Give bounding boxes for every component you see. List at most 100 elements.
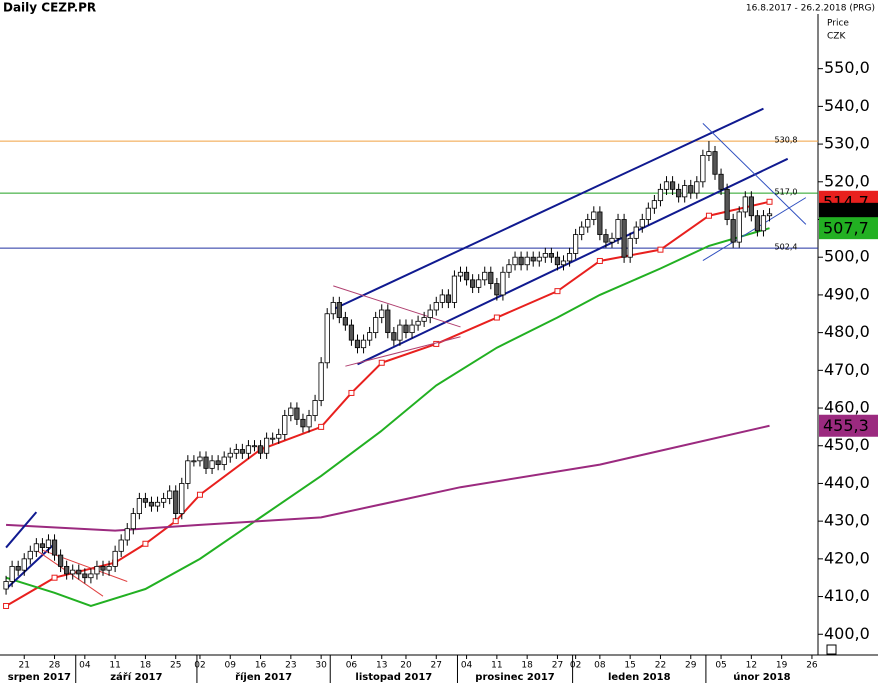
y-tick-label: 460,0 — [824, 398, 870, 417]
candle-body — [142, 498, 149, 503]
candle-body — [651, 200, 658, 209]
candle-body — [645, 207, 651, 220]
candle-body — [191, 460, 197, 463]
candle-body — [185, 460, 191, 484]
price-marker — [819, 414, 878, 437]
month-label: listopad 2017 — [355, 672, 432, 683]
candle-body — [573, 234, 579, 254]
y-axis-unit: CZK — [827, 32, 846, 42]
candle-body — [21, 558, 27, 571]
x-tick-label: 29 — [685, 661, 697, 671]
candle-body — [221, 456, 227, 465]
candle-body — [542, 253, 548, 258]
candle-body — [548, 253, 554, 258]
month-label: leden 2018 — [608, 672, 671, 683]
candle-body — [427, 309, 433, 318]
candle-body — [39, 543, 46, 548]
candle-body — [718, 173, 724, 190]
candle-body — [312, 400, 318, 416]
candle-body — [64, 565, 70, 575]
x-tick-label: 27 — [552, 661, 563, 671]
ma-marker — [378, 359, 385, 366]
y-tick-label: 400,0 — [824, 624, 870, 643]
candle-body — [730, 219, 736, 243]
candle-body — [342, 317, 348, 326]
ma-marker — [142, 540, 149, 547]
ma-marker — [766, 198, 773, 205]
trendline — [36, 549, 104, 597]
candle-body — [766, 213, 773, 217]
ma-marker — [493, 314, 500, 321]
candle-body — [106, 565, 112, 571]
x-tick-label: 04 — [79, 661, 91, 671]
candle-body — [318, 362, 324, 401]
candle-body — [500, 271, 506, 296]
candle-body — [524, 256, 530, 266]
ma-marker — [3, 602, 10, 609]
ma-marker — [172, 518, 179, 525]
chart-title: Daily CEZP.PR — [3, 1, 96, 15]
candle-body — [367, 332, 373, 341]
candle-body — [264, 437, 270, 454]
candle-body — [536, 256, 542, 262]
candle-body — [148, 501, 155, 507]
moving-average — [6, 424, 770, 532]
y-tick-label: 490,0 — [824, 284, 870, 303]
candle-body — [3, 581, 9, 590]
trendline — [333, 285, 461, 328]
candle-body — [512, 256, 518, 266]
ma-marker — [318, 423, 325, 430]
x-tick-label: 28 — [49, 661, 61, 671]
candle-body — [251, 445, 258, 448]
y-tick-label: 520,0 — [824, 171, 870, 190]
candle-body — [663, 181, 670, 190]
x-tick-label: 26 — [806, 661, 818, 671]
candle-body — [530, 256, 536, 262]
candle-body — [451, 275, 458, 303]
ma-marker — [196, 491, 203, 498]
candle-body — [506, 264, 512, 273]
candle-body — [403, 324, 409, 334]
ma-marker — [657, 246, 664, 253]
month-label: říjen 2017 — [235, 671, 292, 683]
candle-body — [76, 569, 82, 575]
candle-body — [51, 539, 58, 556]
candle-body — [560, 260, 567, 266]
x-tick-label: 04 — [461, 661, 473, 671]
x-tick-label: 25 — [170, 661, 181, 671]
candle-body — [603, 234, 609, 243]
x-tick-label: 12 — [746, 661, 757, 671]
month-label: prosinec 2017 — [475, 672, 555, 683]
candle-body — [754, 215, 761, 232]
y-tick-label: 500,0 — [824, 247, 870, 266]
x-tick-label: 19 — [776, 661, 788, 671]
candle-body — [494, 283, 500, 296]
x-tick-label: 23 — [285, 661, 296, 671]
ma-marker — [596, 257, 603, 264]
candle-body — [566, 253, 573, 262]
candle-body — [385, 309, 391, 334]
candle-body — [470, 279, 476, 288]
candle-body — [409, 324, 415, 334]
candle-body — [179, 483, 185, 515]
candle-body — [700, 154, 706, 183]
x-tick-label: 05 — [715, 661, 726, 671]
candle-body — [554, 256, 561, 266]
moving-average — [5, 227, 770, 608]
x-tick-label: 27 — [431, 661, 442, 671]
candle-body — [9, 565, 15, 582]
candle-body — [82, 573, 88, 579]
candle-body — [621, 219, 627, 258]
candle-body — [15, 565, 21, 571]
candle-body — [306, 415, 312, 428]
candle-body — [124, 528, 130, 541]
candle-body — [288, 407, 294, 416]
candle-body — [33, 543, 39, 552]
month-label: únor 2018 — [733, 671, 790, 683]
candle-body — [476, 279, 482, 288]
y-tick-label: 440,0 — [824, 473, 870, 492]
ma-marker — [51, 574, 58, 581]
candle-body — [348, 324, 355, 341]
trendline — [345, 336, 461, 367]
